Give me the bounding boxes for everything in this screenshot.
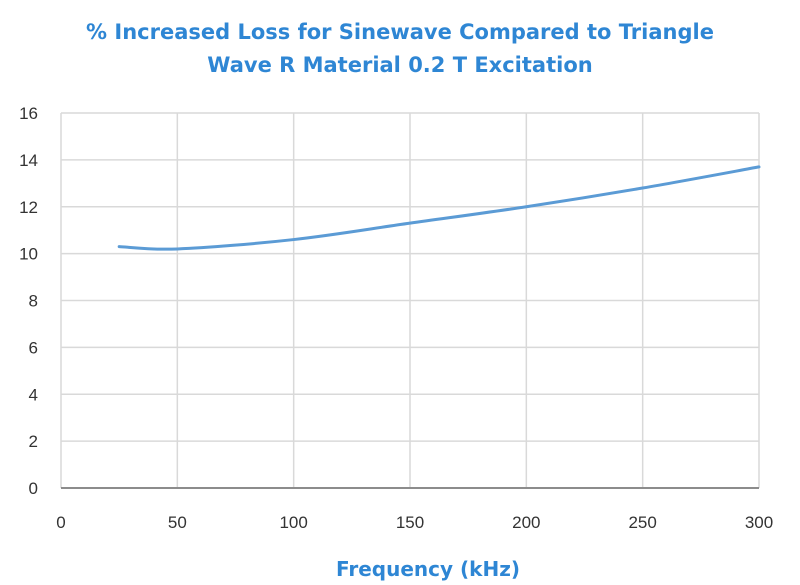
y-tick-label: 8 xyxy=(29,292,38,311)
chart-title-line-1: % Increased Loss for Sinewave Compared t… xyxy=(86,20,714,44)
y-tick-label: 2 xyxy=(29,432,38,451)
x-tick-label: 50 xyxy=(168,513,187,532)
y-tick-label: 6 xyxy=(29,338,38,357)
y-tick-label: 4 xyxy=(29,385,38,404)
x-tick-label: 300 xyxy=(745,513,773,532)
gridlines xyxy=(60,112,760,488)
series-line xyxy=(117,165,761,251)
x-tick-label: 100 xyxy=(279,513,307,532)
y-tick-label: 12 xyxy=(19,198,38,217)
series-group xyxy=(117,165,761,251)
x-tick-label: 0 xyxy=(56,513,65,532)
x-axis-ticks: 0 50 100 150 200 250 300 xyxy=(56,513,773,532)
chart-title: % Increased Loss for Sinewave Compared t… xyxy=(0,16,800,82)
y-tick-label: 10 xyxy=(19,245,38,264)
x-tick-label: 200 xyxy=(512,513,540,532)
y-tick-label: 14 xyxy=(19,151,38,170)
x-axis-label: Frequency (kHz) xyxy=(336,557,520,581)
x-tick-label: 250 xyxy=(628,513,656,532)
x-tick-label: 150 xyxy=(396,513,424,532)
y-axis-ticks: 0 2 4 6 8 10 12 14 16 xyxy=(19,104,38,498)
y-tick-label: 0 xyxy=(29,479,38,498)
chart-title-line-2: Wave R Material 0.2 T Excitation xyxy=(207,53,593,77)
y-tick-label: 16 xyxy=(19,104,38,123)
